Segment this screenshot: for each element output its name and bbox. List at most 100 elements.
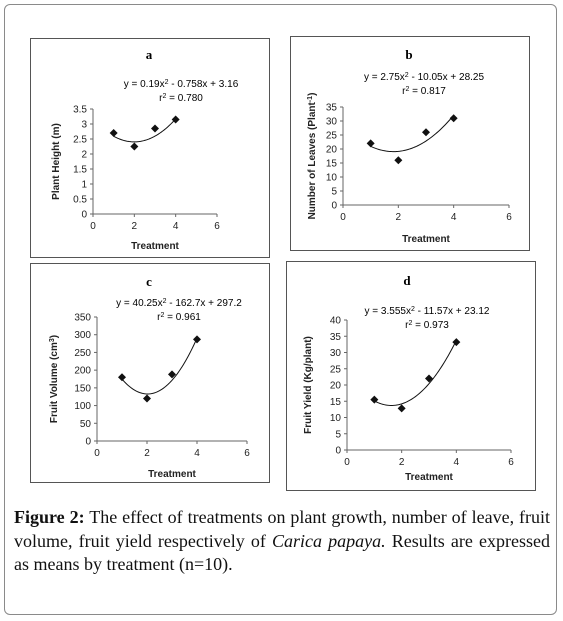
x-tick-label: 6 [214, 221, 220, 232]
y-tick-label: 300 [74, 330, 91, 341]
caption-species: Carica papaya. [272, 530, 386, 551]
y-tick-label: 0 [81, 210, 87, 221]
x-tick-label: 2 [144, 448, 150, 459]
caption-text-2: Results are expressed as means by treatm… [14, 530, 550, 575]
x-tick-label: 6 [244, 448, 250, 459]
y-tick-label: 10 [326, 173, 338, 184]
y-tick-label: 0.5 [73, 195, 87, 206]
r-squared-b: r2 = 0.817 [402, 86, 446, 98]
chart-panel-b: b y = 2.75x2 - 10.05x + 28.25 r2 = 0.817 0 5… [290, 36, 530, 251]
data-point-a-4 [171, 115, 180, 124]
panel-letter-d: d [403, 273, 411, 288]
data-point-d-2 [397, 404, 406, 413]
fit-equation-c: y = 40.25x2 - 162.7x + 297.2 [116, 298, 242, 310]
x-tick-label: 0 [344, 457, 350, 468]
y-tick-label: 35 [326, 103, 338, 114]
data-point-c-1 [118, 373, 126, 382]
data-point-b-2 [394, 156, 403, 165]
fit-equation-d: y = 3.555x2 - 11.57x + 23.12 [365, 306, 490, 318]
trendline-c [121, 337, 198, 395]
y-tick-label: 20 [330, 381, 342, 392]
x-tick-label: 0 [90, 221, 96, 232]
caption-text-1: The effect of treatments on plant growth… [14, 507, 550, 551]
chart-a: a y = 0.19x2 - 0.758x + 3.16 r2 = 0.780 0 0.… [51, 47, 239, 252]
chart-panel-c: c y = 40.25x2 - 162.7x + 297.2 r2 = 0.961 0… [30, 263, 270, 483]
caption-label: Figure 2: [14, 507, 85, 527]
x-tick-label: 2 [132, 221, 138, 232]
data-point-a-3 [151, 124, 159, 133]
panel-letter-c: c [146, 274, 152, 289]
fit-equation-a: y = 0.19x2 - 0.758x + 3.16 [124, 79, 239, 91]
y-tick-label: 20 [326, 145, 338, 156]
x-axis-title-c: Treatment [148, 469, 196, 480]
r-squared-c: r2 = 0.961 [157, 312, 201, 324]
x-tick-label: 4 [454, 457, 460, 468]
y-tick-label: 150 [74, 383, 91, 394]
y-tick-label: 0 [85, 437, 91, 448]
y-tick-label: 2 [81, 150, 87, 161]
panel-letter-a: a [146, 47, 153, 62]
y-axis-title-c: Fruit Volume (cm3) [49, 335, 61, 423]
data-point-a-2 [130, 142, 139, 151]
r-squared-d: r2 = 0.973 [405, 320, 449, 332]
y-tick-label: 25 [326, 131, 338, 142]
y-tick-label: 0 [335, 446, 341, 457]
y-tick-label: 25 [330, 364, 342, 375]
figure-caption: Figure 2: The effect of treatments on pl… [14, 506, 550, 577]
y-tick-label: 10 [330, 413, 342, 424]
y-axis-title-d: Fruit Yield (Kg/plant) [303, 336, 314, 434]
y-tick-label: 30 [326, 117, 338, 128]
data-point-c-4 [193, 335, 201, 344]
y-tick-label: 0 [331, 201, 337, 212]
x-tick-label: 6 [506, 212, 512, 223]
y-tick-label: 100 [74, 401, 91, 412]
y-tick-label: 50 [80, 419, 92, 430]
y-tick-label: 35 [330, 332, 342, 343]
y-tick-label: 40 [330, 316, 342, 327]
y-tick-label: 5 [331, 187, 337, 198]
x-axis-title-d: Treatment [405, 472, 453, 483]
data-point-d-3 [425, 374, 433, 383]
chart-c: c y = 40.25x2 - 162.7x + 297.2 r2 = 0.961 0… [49, 274, 251, 480]
trendline-b [370, 114, 455, 153]
x-tick-label: 4 [194, 448, 200, 459]
chart-panel-d: d y = 3.555x2 - 11.57x + 23.12 r2 = 0.973 0… [286, 261, 536, 491]
y-tick-label: 3.5 [73, 105, 87, 116]
data-point-b-3 [422, 128, 430, 137]
x-tick-label: 6 [508, 457, 514, 468]
data-point-a-1 [109, 129, 118, 137]
y-tick-label: 1.5 [73, 165, 87, 176]
y-axis-title-b: Number of Leaves (Plant-1) [307, 93, 319, 220]
y-tick-label: 2.5 [73, 135, 87, 146]
chart-d: d y = 3.555x2 - 11.57x + 23.12 r2 = 0.973 0… [303, 273, 514, 483]
y-tick-label: 200 [74, 366, 91, 377]
x-axis-title-a: Treatment [131, 241, 179, 252]
trendline-a [113, 118, 177, 143]
x-tick-label: 4 [173, 221, 179, 232]
r-squared-a: r2 = 0.780 [159, 93, 203, 105]
x-tick-label: 0 [94, 448, 100, 459]
y-tick-label: 15 [326, 159, 338, 170]
data-point-d-1 [370, 395, 379, 404]
y-tick-label: 1 [81, 180, 87, 191]
fit-equation-b: y = 2.75x2 - 10.05x + 28.25 [364, 72, 485, 84]
x-tick-label: 2 [396, 212, 402, 223]
panel-letter-b: b [405, 47, 412, 62]
y-tick-label: 250 [74, 348, 91, 359]
x-axis-title-b: Treatment [402, 234, 450, 245]
x-tick-label: 0 [340, 212, 346, 223]
data-point-c-2 [143, 394, 151, 403]
data-point-b-4 [449, 114, 458, 123]
chart-panel-a: a y = 0.19x2 - 0.758x + 3.16 r2 = 0.780 0 0.… [30, 38, 270, 258]
y-tick-label: 5 [335, 429, 341, 440]
chart-b: b y = 2.75x2 - 10.05x + 28.25 r2 = 0.817 0 5… [307, 47, 513, 245]
x-tick-label: 2 [399, 457, 405, 468]
y-tick-label: 3 [81, 120, 87, 131]
y-axis-title-a: Plant Height (m) [51, 123, 62, 200]
x-tick-label: 4 [451, 212, 457, 223]
data-point-b-1 [366, 139, 375, 148]
y-tick-label: 30 [330, 348, 342, 359]
trendline-d [374, 340, 457, 406]
data-point-c-3 [168, 370, 176, 379]
data-point-d-4 [452, 338, 461, 347]
